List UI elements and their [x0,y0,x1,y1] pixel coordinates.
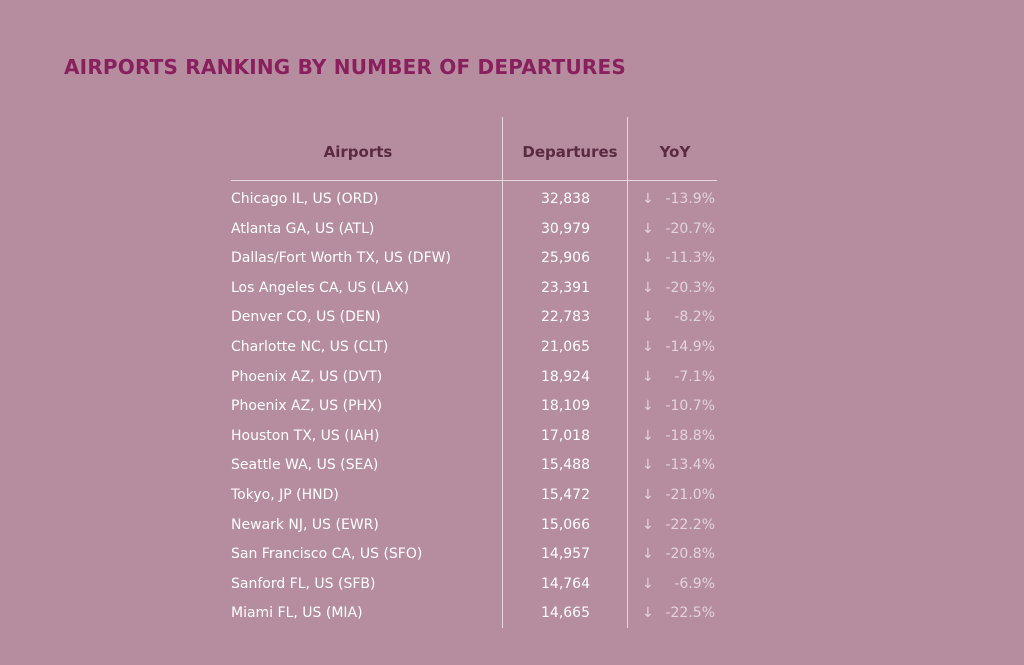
airport-name: San Francisco CA, US (SFO) [231,546,423,563]
yoy-value: -20.8% [665,546,715,563]
table-row: Miami FL, US (MIA) 14,665 ↓ -22.5% [0,605,1024,634]
table-row: Tokyo, JP (HND) 15,472 ↓ -21.0% [0,487,1024,516]
arrow-down-icon: ↓ [642,279,654,296]
table-row: San Francisco CA, US (SFO) 14,957 ↓ -20.8% [0,546,1024,575]
table-row: Phoenix AZ, US (DVT) 18,924 ↓ -7.1% [0,369,1024,398]
departures-value: 14,665 [541,605,590,622]
table-row: Houston TX, US (IAH) 17,018 ↓ -18.8% [0,428,1024,457]
airport-name: Tokyo, JP (HND) [231,487,339,503]
airport-name: Phoenix AZ, US (PHX) [231,398,383,415]
airport-name: Los Angeles CA, US (LAX) [231,279,410,296]
departures-value: 18,109 [541,398,590,415]
yoy-value: -22.2% [665,516,715,533]
arrow-down-icon: ↓ [642,487,654,503]
arrow-down-icon: ↓ [642,250,654,267]
departures-value: 15,066 [541,516,590,533]
airport-name: Houston TX, US (IAH) [231,427,380,444]
airport-name: Atlanta GA, US (ATL) [231,220,375,237]
yoy-value: -13.9% [665,191,715,207]
yoy-value: -8.2% [674,309,715,326]
table-row: Sanford FL, US (SFB) 14,764 ↓ -6.9% [0,576,1024,605]
departures-value: 21,065 [541,339,590,355]
arrow-down-icon: ↓ [642,516,654,533]
column-divider-departures [502,117,503,628]
airport-name: Newark NJ, US (EWR) [231,516,379,533]
table-row: Charlotte NC, US (CLT) 21,065 ↓ -14.9% [0,339,1024,368]
airport-name: Phoenix AZ, US (DVT) [231,368,383,385]
departures-value: 18,924 [541,368,590,385]
arrow-down-icon: ↓ [642,339,654,355]
yoy-value: -6.9% [674,575,715,592]
yoy-value: -10.7% [665,398,715,415]
departures-value: 14,764 [541,575,590,592]
yoy-value: -13.4% [665,457,715,474]
yoy-value: -7.1% [674,368,715,385]
yoy-value: -22.5% [665,605,715,622]
airport-name: Denver CO, US (DEN) [231,309,381,326]
yoy-value: -20.7% [665,220,715,237]
arrow-down-icon: ↓ [642,220,654,237]
departures-value: 14,957 [541,546,590,563]
departures-value: 15,488 [541,457,590,474]
table-row: Atlanta GA, US (ATL) 30,979 ↓ -20.7% [0,221,1024,250]
column-header-yoy: YoY [659,143,691,161]
column-header-airports: Airports [323,143,393,161]
departures-value: 17,018 [541,427,590,444]
table-row: Dallas/Fort Worth TX, US (DFW) 25,906 ↓ -11… [0,250,1024,279]
airport-name: Dallas/Fort Worth TX, US (DFW) [231,250,451,267]
arrow-down-icon: ↓ [642,398,654,415]
table-row: Los Angeles CA, US (LAX) 23,391 ↓ -20.3% [0,280,1024,309]
table-row: Phoenix AZ, US (PHX) 18,109 ↓ -10.7% [0,398,1024,427]
header-divider [231,180,717,181]
arrow-down-icon: ↓ [642,605,654,622]
departures-value: 15,472 [541,487,590,503]
yoy-value: -20.3% [665,279,715,296]
table-row: Denver CO, US (DEN) 22,783 ↓ -8.2% [0,309,1024,338]
departures-value: 32,838 [541,191,590,207]
airport-name: Miami FL, US (MIA) [231,605,363,622]
yoy-value: -18.8% [665,427,715,444]
departures-value: 23,391 [541,279,590,296]
departures-value: 30,979 [541,220,590,237]
arrow-down-icon: ↓ [642,427,654,444]
arrow-down-icon: ↓ [642,309,654,326]
table-row: Chicago IL, US (ORD) 32,838 ↓ -13.9% [0,191,1024,220]
airport-name: Seattle WA, US (SEA) [231,457,379,474]
departures-value: 25,906 [541,250,590,267]
table-row: Newark NJ, US (EWR) 15,066 ↓ -22.2% [0,517,1024,546]
column-header-departures: Departures [522,143,618,161]
yoy-value: -21.0% [665,487,715,503]
airport-name: Charlotte NC, US (CLT) [231,339,389,355]
page-title: AIRPORTS RANKING BY NUMBER OF DEPARTURES [64,55,626,79]
departures-value: 22,783 [541,309,590,326]
arrow-down-icon: ↓ [642,546,654,563]
yoy-value: -14.9% [665,339,715,355]
yoy-value: -11.3% [665,250,715,267]
arrow-down-icon: ↓ [642,191,654,207]
arrow-down-icon: ↓ [642,575,654,592]
airport-name: Chicago IL, US (ORD) [231,191,379,207]
airport-name: Sanford FL, US (SFB) [231,575,376,592]
table-row: Seattle WA, US (SEA) 15,488 ↓ -13.4% [0,457,1024,486]
column-divider-yoy [627,117,628,628]
arrow-down-icon: ↓ [642,457,654,474]
arrow-down-icon: ↓ [642,368,654,385]
